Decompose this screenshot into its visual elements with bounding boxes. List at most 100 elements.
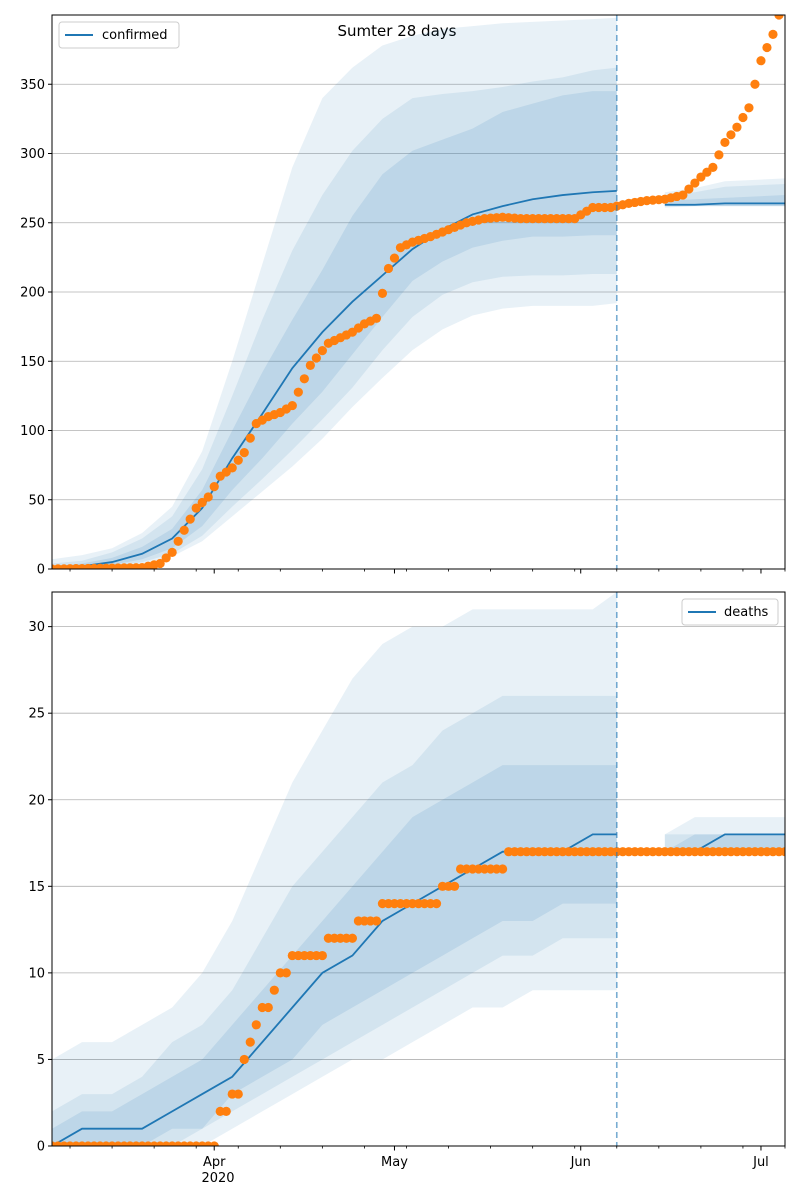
confirmed-observed-point xyxy=(684,184,694,194)
deaths-x-tick-label: Jul xyxy=(752,1155,769,1170)
confirmed-observed-point xyxy=(197,497,207,508)
deaths-band-q10-q90 xyxy=(52,695,617,1146)
confirmed-observed-point xyxy=(299,374,309,384)
confirmed-observed-point xyxy=(678,190,688,200)
deaths-observed-point xyxy=(269,985,279,995)
confirmed-band-q05-q95 xyxy=(664,178,785,207)
deaths-legend: deaths xyxy=(681,598,779,626)
deaths-y-tick-label: 5 xyxy=(37,1053,45,1068)
chart-title: Sumter 28 days xyxy=(338,22,457,40)
deaths-bands xyxy=(52,592,785,1146)
deaths-observed-point xyxy=(263,1002,273,1013)
x-axis-year-label: 2020 xyxy=(201,1171,234,1186)
deaths-observed-point xyxy=(251,1020,261,1030)
confirmed-observed-point xyxy=(726,130,736,140)
confirmed-observed-point xyxy=(227,463,237,473)
confirmed-observed-point xyxy=(762,42,772,53)
confirmed-observed-point xyxy=(389,253,400,263)
deaths-band-q25-q75 xyxy=(52,765,617,1146)
deaths-y-tick-label: 0 xyxy=(37,1140,45,1155)
deaths-observed-point xyxy=(239,1054,249,1065)
confirmed-panel: 0 50 100 150 200 250 300 350 confirmed xyxy=(20,14,786,578)
confirmed-observed-points xyxy=(52,15,784,569)
confirmed-observed-point xyxy=(167,547,177,557)
deaths-observed-point xyxy=(317,950,327,961)
confirmed-observed-point xyxy=(732,122,742,132)
confirmed-observed-point xyxy=(161,553,171,563)
deaths-observed-point xyxy=(780,847,785,857)
deaths-observed-point xyxy=(371,916,382,926)
confirmed-legend: confirmed xyxy=(58,21,180,49)
confirmed-y-tick-label: 350 xyxy=(20,78,45,93)
confirmed-bands xyxy=(52,17,785,569)
confirmed-observed-point xyxy=(155,558,165,569)
confirmed-observed-point xyxy=(738,112,748,123)
confirmed-observed-point xyxy=(239,448,249,458)
confirmed-y-tick-label: 300 xyxy=(20,147,45,162)
confirmed-observed-point xyxy=(383,263,394,274)
confirmed-y-tick-label: 250 xyxy=(20,216,45,231)
deaths-x-tick-label: May xyxy=(381,1155,408,1170)
confirmed-observed-point xyxy=(179,525,189,535)
confirmed-y-axis: 0 50 100 150 200 250 300 350 xyxy=(20,78,52,578)
deaths-observed-point xyxy=(245,1037,255,1047)
confirmed-y-tick-label: 150 xyxy=(20,355,45,370)
confirmed-y-tick-label: 0 xyxy=(37,563,45,578)
deaths-y-tick-label: 10 xyxy=(28,966,45,981)
deaths-observed-point xyxy=(221,1106,231,1116)
confirmed-observed-point xyxy=(371,313,382,323)
confirmed-y-tick-label: 200 xyxy=(20,286,45,301)
confirmed-observed-point xyxy=(191,503,201,513)
confirmed-observed-point xyxy=(774,15,784,20)
confirmed-y-tick-label: 50 xyxy=(28,493,45,508)
confirmed-observed-point xyxy=(245,433,255,443)
confirmed-legend-box xyxy=(58,21,180,49)
deaths-observed-point xyxy=(347,933,358,943)
confirmed-observed-point xyxy=(377,288,388,298)
confirmed-band-q25-q75 xyxy=(52,91,617,569)
confirmed-observed-point xyxy=(317,346,327,356)
deaths-x-tick-label: Jun xyxy=(570,1155,591,1170)
confirmed-plot-frame xyxy=(51,14,786,570)
deaths-y-axis: 0 5 10 15 20 25 30 xyxy=(28,620,52,1155)
confirmed-observed-point xyxy=(185,514,195,524)
confirmed-observed-point xyxy=(768,29,778,39)
deaths-observed-point xyxy=(449,881,460,891)
confirmed-model-line xyxy=(664,202,785,206)
deaths-y-tick-label: 20 xyxy=(28,793,45,808)
deaths-observed-point xyxy=(431,899,442,909)
confirmed-y-tick-label: 100 xyxy=(20,424,45,439)
confirmed-observed-point xyxy=(209,481,219,492)
deaths-x-tick-label: Apr xyxy=(203,1155,226,1170)
confirmed-observed-point xyxy=(720,137,730,148)
confirmed-observed-point xyxy=(708,162,718,172)
confirmed-model-line-group xyxy=(52,189,785,569)
confirmed-observed-point xyxy=(287,400,297,411)
confirmed-observed-point xyxy=(293,387,303,397)
deaths-plot-frame xyxy=(51,591,786,1147)
deaths-y-tick-label: 15 xyxy=(28,880,45,895)
deaths-x-axis: Apr May Jun Jul xyxy=(69,1146,786,1170)
deaths-observed-point xyxy=(281,968,291,978)
deaths-observed-point xyxy=(233,1089,243,1099)
confirmed-x-axis xyxy=(69,569,786,574)
deaths-observed-point xyxy=(209,1141,219,1146)
deaths-observed-points xyxy=(52,847,785,1146)
confirmed-observed-point xyxy=(750,79,760,89)
deaths-observed-point xyxy=(498,864,508,874)
confirmed-observed-point xyxy=(714,150,724,160)
deaths-legend-label: deaths xyxy=(724,605,769,620)
confirmed-observed-point xyxy=(305,360,315,371)
confirmed-observed-point xyxy=(756,56,766,66)
confirmed-observed-point xyxy=(203,492,213,502)
deaths-panel: 0 5 10 15 20 25 30 Apr May Jun Jul deaths xyxy=(28,591,786,1170)
confirmed-observed-point xyxy=(173,536,183,546)
confirmed-band-q10-q90 xyxy=(664,183,785,207)
confirmed-legend-label: confirmed xyxy=(102,28,168,43)
confirmed-model-line xyxy=(52,189,617,569)
deaths-y-tick-label: 30 xyxy=(28,620,45,635)
confirmed-band-q10-q90 xyxy=(52,67,617,569)
confirmed-observed-point xyxy=(311,353,321,363)
confirmed-band-q05-q95 xyxy=(52,17,617,569)
